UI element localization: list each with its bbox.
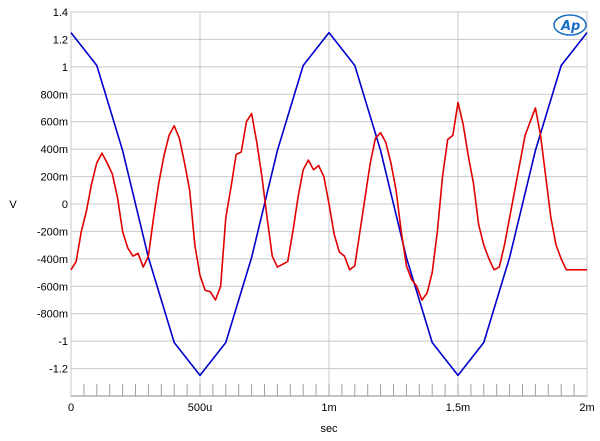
series-line-1 xyxy=(70,31,588,377)
y-tick-label: -800m xyxy=(37,309,68,321)
y-tick-label: -400m xyxy=(37,254,68,266)
y-tick-label: 1.4 xyxy=(53,7,68,19)
y-tick-label: -1.2 xyxy=(49,364,68,376)
y-tick-label: 800m xyxy=(40,89,68,101)
y-tick-label: -200m xyxy=(37,226,68,238)
logo-text: Ap xyxy=(560,19,580,34)
x-tick-label: 2m xyxy=(579,402,594,414)
y-tick-label: -1 xyxy=(58,336,68,348)
y-tick-label: 0 xyxy=(62,199,68,211)
x-axis-title: sec xyxy=(320,423,338,435)
y-tick-label: 1.2 xyxy=(53,34,68,46)
y-tick-label: -600m xyxy=(37,281,68,293)
y-axis-title: V xyxy=(9,199,17,211)
y-tick-label: 1 xyxy=(62,62,68,74)
series-layer xyxy=(70,31,588,377)
y-tick-label: 600m xyxy=(40,117,68,129)
series-line-2 xyxy=(70,101,587,301)
grid xyxy=(70,11,588,396)
x-tick-labels: 0 500u 1m 1.5m 2m xyxy=(68,402,595,414)
x-tick-label: 1.5m xyxy=(446,402,470,414)
ap-logo-icon: Ap xyxy=(553,14,587,36)
y-tick-label: 200m xyxy=(40,172,68,184)
x-tick-label: 500u xyxy=(188,402,212,414)
y-tick-label: 400m xyxy=(40,144,68,156)
x-tick-label: 0 xyxy=(68,402,74,414)
x-tick-label: 1m xyxy=(321,402,336,414)
y-tick-labels: 1.4 1.2 1 800m 600m 400m 200m 0 -200m -400m -600m -… xyxy=(37,7,68,376)
minor-ticks xyxy=(83,384,575,396)
